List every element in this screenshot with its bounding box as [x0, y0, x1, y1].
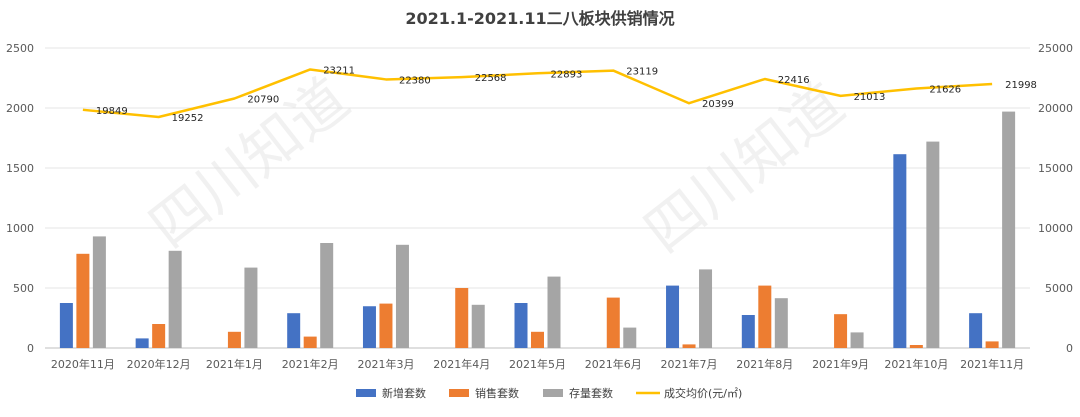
legend-swatch [543, 389, 563, 397]
bar-1 [893, 154, 907, 348]
bar-1 [741, 315, 755, 348]
x-tick-label: 2021年6月 [585, 357, 642, 371]
y-right-tick-label: 25000 [1038, 42, 1073, 55]
bar-3 [547, 276, 561, 348]
bar-2 [909, 345, 923, 348]
legend-item: 新增套数 [356, 386, 426, 400]
y-right-tick-label: 0 [1066, 342, 1073, 355]
price-data-label: 22416 [778, 75, 810, 86]
y-left-tick-label: 2500 [6, 42, 34, 55]
bar-2 [152, 324, 166, 348]
x-tick-label: 2021年8月 [736, 357, 793, 371]
bar-1 [362, 306, 376, 348]
price-data-label: 20399 [702, 99, 734, 110]
price-data-label: 23211 [323, 65, 355, 76]
price-data-label: 22893 [551, 69, 583, 80]
x-tick-label: 2021年2月 [282, 357, 339, 371]
bar-1 [59, 303, 73, 348]
y-right-tick-label: 10000 [1038, 222, 1073, 235]
x-tick-label: 2021年4月 [433, 357, 490, 371]
legend-swatch [356, 389, 376, 397]
bar-3 [395, 244, 409, 348]
x-tick-label: 2021年11月 [960, 357, 1024, 371]
y-right-tick-label: 5000 [1045, 282, 1073, 295]
bar-3 [320, 243, 334, 348]
legend-label: 存量套数 [569, 386, 613, 400]
price-data-label: 20790 [247, 95, 279, 106]
price-data-label: 23119 [626, 67, 658, 78]
price-data-label: 22380 [399, 75, 431, 86]
y-left-tick-label: 1000 [6, 222, 34, 235]
bar-2 [303, 336, 317, 348]
x-tick-label: 2021年9月 [812, 357, 869, 371]
legend-item: 存量套数 [543, 386, 613, 400]
chart-title: 2021.1-2021.11二八板块供销情况 [405, 9, 674, 28]
x-tick-label: 2021年5月 [509, 357, 566, 371]
bar-3 [774, 298, 788, 348]
bar-3 [699, 269, 713, 348]
bar-2 [758, 285, 772, 348]
y-left-tick-label: 0 [27, 342, 34, 355]
bar-1 [135, 338, 149, 348]
price-data-label: 21626 [929, 84, 961, 95]
legend-item: 销售套数 [449, 386, 519, 400]
y-left-tick-label: 500 [13, 282, 34, 295]
bar-1 [514, 303, 528, 348]
price-data-label: 21998 [1005, 80, 1037, 91]
x-tick-label: 2020年11月 [51, 357, 115, 371]
bar-3 [92, 236, 106, 348]
bar-2 [682, 344, 696, 348]
bar-3 [244, 267, 258, 348]
bar-1 [969, 313, 983, 348]
bar-2 [379, 303, 393, 348]
bar-3 [471, 304, 485, 348]
bar-2 [531, 331, 544, 348]
y-right-tick-label: 20000 [1038, 102, 1073, 115]
bar-3 [926, 141, 940, 348]
bar-2 [834, 314, 848, 348]
price-data-label: 22568 [475, 73, 507, 84]
legend-swatch [449, 389, 469, 397]
bar-2 [455, 288, 469, 348]
legend-label: 新增套数 [382, 386, 426, 400]
bar-3 [168, 250, 182, 348]
bar-2 [985, 341, 999, 348]
bar-3 [623, 327, 637, 348]
bar-1 [287, 313, 301, 348]
y-left-tick-label: 1500 [6, 162, 34, 175]
bar-3 [850, 332, 864, 348]
y-right-tick-label: 15000 [1038, 162, 1073, 175]
price-data-label: 21013 [854, 92, 886, 103]
price-data-label: 19252 [172, 113, 204, 124]
bar-2 [76, 253, 90, 348]
x-tick-label: 2021年7月 [661, 357, 718, 371]
x-tick-label: 2020年12月 [127, 357, 191, 371]
bar-1 [666, 285, 680, 348]
bar-2 [606, 297, 620, 348]
price-data-label: 19849 [96, 106, 128, 117]
y-left-tick-label: 2000 [6, 102, 34, 115]
x-tick-label: 2021年3月 [357, 357, 414, 371]
bar-2 [227, 331, 241, 348]
legend-item: 成交均价(元/㎡) [636, 386, 742, 400]
legend-label: 成交均价(元/㎡) [664, 386, 742, 400]
bar-3 [1002, 111, 1016, 348]
x-tick-label: 2021年1月 [206, 357, 263, 371]
legend-label: 销售套数 [475, 386, 519, 400]
x-tick-label: 2021年10月 [884, 357, 948, 371]
price-line [82, 68, 993, 119]
